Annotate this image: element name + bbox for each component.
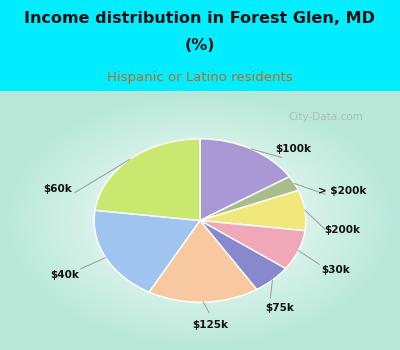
Wedge shape [94, 210, 200, 292]
Wedge shape [200, 220, 286, 289]
Text: (%): (%) [185, 38, 215, 53]
Wedge shape [200, 139, 289, 220]
Text: > $200k: > $200k [318, 186, 366, 196]
Text: $100k: $100k [275, 144, 311, 154]
Text: Hispanic or Latino residents: Hispanic or Latino residents [107, 71, 293, 84]
Wedge shape [95, 139, 200, 220]
Text: $75k: $75k [266, 303, 294, 313]
Wedge shape [200, 177, 298, 220]
Wedge shape [200, 220, 305, 268]
Text: $30k: $30k [321, 265, 350, 275]
Text: City-Data.com: City-Data.com [288, 112, 363, 122]
Wedge shape [149, 220, 257, 302]
Wedge shape [200, 190, 306, 231]
Text: $40k: $40k [50, 270, 79, 280]
Text: $125k: $125k [192, 320, 228, 330]
Text: $200k: $200k [324, 225, 360, 236]
Text: Income distribution in Forest Glen, MD: Income distribution in Forest Glen, MD [24, 12, 376, 26]
Text: $60k: $60k [44, 184, 72, 194]
